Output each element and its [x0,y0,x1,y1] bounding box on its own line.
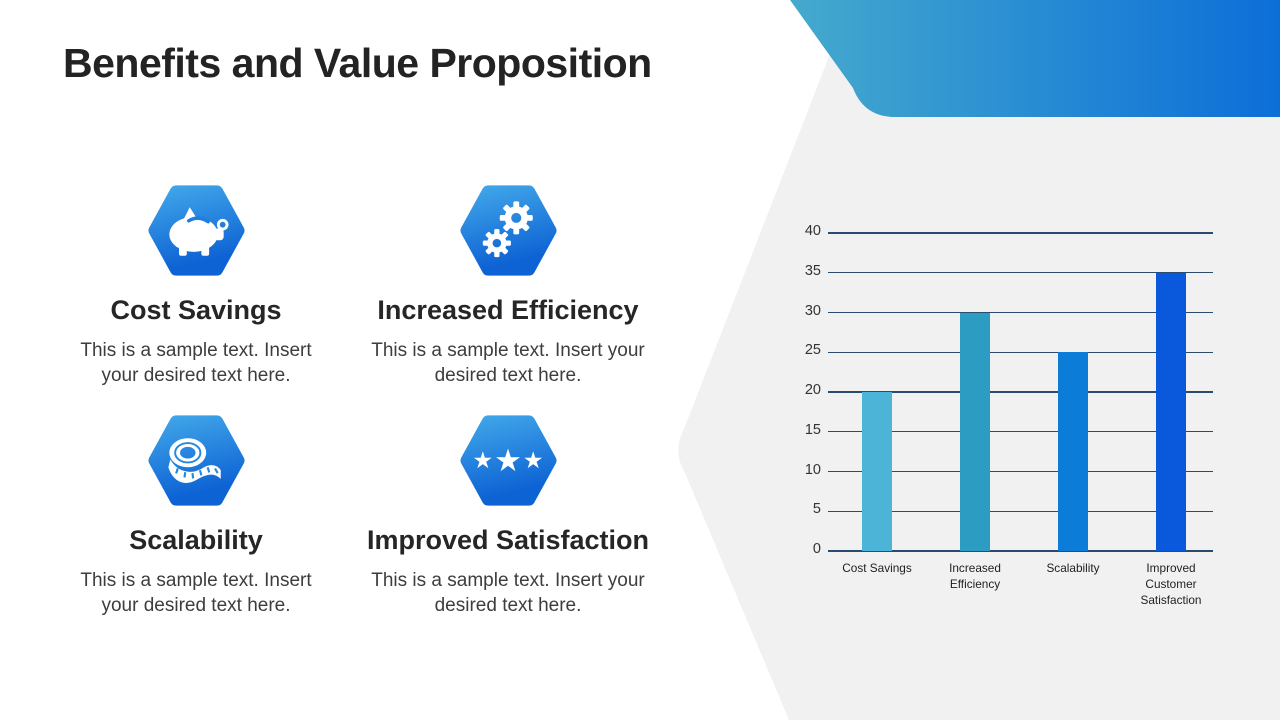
bar-chart: 0 5 10 15 20 25 30 35 40 Cost Savings Increased Ef… [795,223,1235,625]
gridline [828,351,1213,353]
feature-description: This is a sample text. Insert your desir… [80,570,312,616]
stars-icon: ★ ★ ★ [459,412,557,509]
gridline [828,272,1213,274]
y-axis-tick-label: 10 [804,461,821,478]
y-axis-tick-label: 40 [804,223,821,239]
gridline [828,431,1213,433]
gridline [828,510,1213,512]
y-axis-tick-label: 5 [812,501,821,518]
feature-scalability: Scalability This is a sample text. Inser… [40,412,352,618]
star-icon: ★ [494,443,522,479]
feature-title: Cost Savings [110,295,282,325]
top-right-banner [790,0,1280,117]
bar-improved-customer-satisfaction [1156,272,1186,551]
y-axis-tick-label: 35 [804,262,821,279]
bar-increased-efficiency [960,312,990,551]
feature-cost-savings: Cost Savings This is a sample text. Inse… [40,182,352,388]
gears-icon [459,182,557,279]
y-axis-tick-label: 20 [804,382,821,398]
y-axis-tick-label: 0 [812,541,821,557]
gridline [828,311,1213,314]
x-axis-category-label: Cost Savings [842,561,912,575]
y-axis-tick-label: 25 [804,342,821,359]
piggy-bank-icon [147,182,245,279]
feature-description: This is a sample text. Insert your desir… [371,570,645,616]
x-axis-category-label: Improved Customer Satisfaction [1140,561,1202,607]
bar-cost-savings [862,392,892,551]
feature-improved-satisfaction: ★ ★ ★ Improved Satisfaction This is a sa… [352,412,664,618]
y-axis-tick-label: 30 [804,302,821,319]
measuring-tape-icon [147,412,245,509]
gridline [828,550,1213,552]
feature-description: This is a sample text. Insert your desir… [80,340,312,386]
star-glyphs: ★ ★ ★ [460,412,557,509]
y-axis-tick-label: 15 [804,421,821,438]
page-title: Benefits and Value Proposition [63,40,652,86]
feature-title: Increased Efficiency [377,295,639,325]
feature-description: This is a sample text. Insert your desir… [371,340,645,386]
x-axis-category-label: Increased Efficiency [949,561,1001,591]
gridline [828,232,1213,234]
features-grid: Cost Savings This is a sample text. Inse… [40,182,668,618]
gridline [828,391,1213,393]
star-icon: ★ [472,448,494,474]
feature-title: Improved Satisfaction [366,525,650,555]
feature-title: Scalability [129,525,263,555]
x-axis-category-label: Scalability [1046,561,1100,575]
feature-increased-efficiency: Increased Efficiency This is a sample te… [352,182,664,388]
bar-scalability [1058,352,1088,551]
star-icon: ★ [522,448,544,474]
gridline [828,470,1213,473]
